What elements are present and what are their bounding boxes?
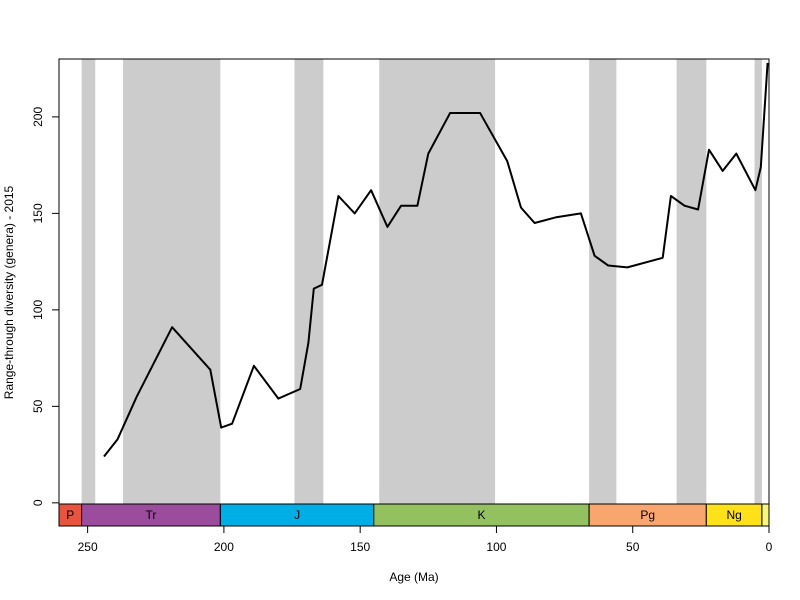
period-p: P: [58, 503, 83, 527]
shaded-band-5: [676, 59, 707, 504]
x-tick-label: 250: [78, 540, 98, 554]
x-tick-label: 150: [350, 540, 370, 554]
period-tr: Tr: [81, 503, 221, 527]
x-axis: 250 200 150 100 50 0: [78, 526, 773, 554]
y-tick-label: 200: [31, 107, 45, 127]
period-j: J: [219, 503, 375, 527]
y-tick-label: 150: [31, 203, 45, 223]
x-tick-label: 0: [766, 540, 773, 554]
x-tick-label: 200: [214, 540, 234, 554]
series-line-0: [103, 62, 769, 458]
period-pg: Pg: [588, 503, 707, 527]
x-tick-label: 100: [486, 540, 506, 554]
period-label: J: [294, 508, 300, 522]
period-box: [761, 503, 770, 527]
shaded-band-2: [294, 59, 324, 504]
shaded-bands: [81, 59, 762, 504]
y-axis-title: Range-through diversity (genera) - 2015: [2, 185, 16, 399]
shaded-band-1: [123, 59, 221, 504]
shaded-band-4: [589, 59, 617, 504]
plot-frame: [58, 58, 770, 527]
period-k: K: [373, 503, 590, 527]
y-axis: 0 50 100 150 200: [31, 107, 59, 506]
period-label: Pg: [640, 508, 655, 522]
period-label: P: [66, 508, 74, 522]
y-tick-label: 50: [31, 399, 45, 413]
x-tick-label: 50: [626, 540, 640, 554]
y-tick-label: 0: [31, 499, 45, 506]
shaded-band-6: [754, 59, 762, 504]
shaded-band-3: [379, 59, 496, 504]
period-label: K: [477, 508, 485, 522]
series-line-layer: [103, 62, 769, 458]
period-quaternary: [761, 503, 770, 527]
period-label: Ng: [726, 508, 741, 522]
shaded-band-0: [81, 59, 96, 504]
x-axis-title: Age (Ma): [389, 570, 438, 584]
period-ng: Ng: [705, 503, 763, 527]
period-bar: P Tr J K Pg Ng: [58, 503, 770, 527]
period-label: Tr: [146, 508, 157, 522]
y-tick-label: 100: [31, 300, 45, 320]
